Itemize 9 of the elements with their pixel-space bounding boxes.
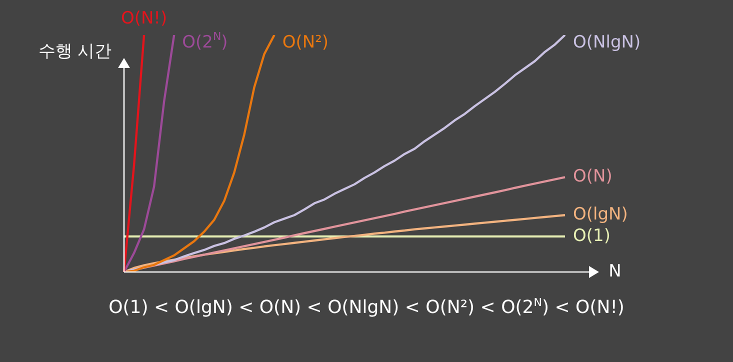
series-label: O(lgN) xyxy=(573,204,628,225)
x-axis-title: N xyxy=(608,261,622,282)
text: O(1) < O(lgN) < O(N) < O(NlgN) < O(N²) < O(2$^{N}$) < O(N!) xyxy=(108,296,626,318)
series-label: O(N) xyxy=(573,166,612,187)
series-label: O(N²) xyxy=(282,32,329,52)
series-label: O(NlgN) xyxy=(573,32,641,52)
y-axis-title: 수행 시간 xyxy=(38,41,112,62)
series-label: O(1) xyxy=(573,226,610,246)
series-label: O(N!) xyxy=(120,8,168,28)
